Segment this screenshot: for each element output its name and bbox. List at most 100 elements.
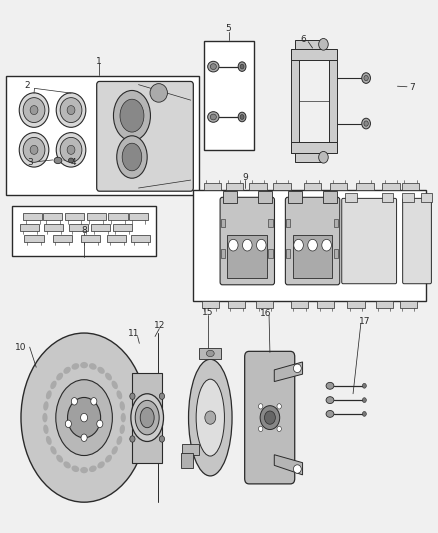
Ellipse shape	[206, 350, 214, 357]
Bar	[399, 301, 417, 308]
Bar	[420, 193, 432, 202]
Ellipse shape	[188, 359, 232, 476]
Bar	[204, 183, 221, 190]
Ellipse shape	[60, 98, 82, 123]
Ellipse shape	[56, 93, 86, 127]
Polygon shape	[274, 455, 303, 475]
Ellipse shape	[112, 446, 118, 455]
Text: 10: 10	[15, 343, 27, 352]
Text: 4: 4	[71, 158, 76, 167]
Ellipse shape	[97, 367, 105, 374]
Bar	[131, 235, 150, 241]
Bar	[334, 249, 338, 257]
Ellipse shape	[210, 114, 216, 120]
Ellipse shape	[159, 393, 165, 399]
Ellipse shape	[60, 138, 82, 163]
Ellipse shape	[91, 398, 97, 405]
Ellipse shape	[294, 239, 304, 251]
Ellipse shape	[54, 157, 62, 164]
FancyBboxPatch shape	[245, 351, 295, 484]
Ellipse shape	[120, 401, 125, 410]
FancyBboxPatch shape	[220, 197, 275, 285]
Text: 15: 15	[202, 308, 214, 317]
Ellipse shape	[130, 436, 135, 442]
Ellipse shape	[319, 151, 328, 163]
Ellipse shape	[322, 239, 332, 251]
Bar	[220, 249, 225, 257]
Bar	[376, 301, 393, 308]
Bar	[223, 191, 237, 203]
Ellipse shape	[56, 133, 86, 167]
Bar	[129, 214, 148, 220]
Ellipse shape	[258, 426, 263, 432]
Text: 8: 8	[81, 227, 87, 236]
Text: 12: 12	[154, 321, 165, 330]
Ellipse shape	[71, 398, 78, 405]
Ellipse shape	[80, 467, 88, 473]
Bar	[53, 235, 72, 241]
Bar	[273, 183, 291, 190]
Ellipse shape	[81, 434, 87, 441]
Bar	[347, 301, 365, 308]
Ellipse shape	[97, 462, 105, 469]
Bar	[220, 219, 225, 227]
Ellipse shape	[120, 99, 144, 132]
Text: 3: 3	[27, 158, 32, 167]
Text: 6: 6	[300, 35, 306, 44]
Text: 17: 17	[359, 317, 370, 326]
Ellipse shape	[159, 436, 165, 442]
Ellipse shape	[265, 411, 276, 424]
Bar	[268, 249, 273, 257]
Bar	[250, 183, 267, 190]
Bar	[286, 219, 290, 227]
Ellipse shape	[120, 413, 126, 422]
Ellipse shape	[50, 446, 57, 455]
Ellipse shape	[30, 146, 38, 155]
Bar	[181, 453, 193, 468]
Bar	[268, 219, 273, 227]
Ellipse shape	[130, 393, 135, 399]
Bar	[323, 191, 337, 203]
Text: 11: 11	[128, 329, 140, 338]
Bar	[87, 214, 106, 220]
Ellipse shape	[113, 91, 150, 141]
Ellipse shape	[117, 136, 147, 178]
Ellipse shape	[150, 84, 167, 102]
Bar	[23, 214, 42, 220]
Bar	[81, 235, 100, 241]
Ellipse shape	[112, 381, 118, 389]
Ellipse shape	[308, 239, 318, 251]
Ellipse shape	[56, 379, 113, 456]
Text: 9: 9	[242, 173, 248, 182]
FancyBboxPatch shape	[97, 82, 193, 191]
Ellipse shape	[240, 115, 244, 119]
FancyBboxPatch shape	[342, 198, 396, 284]
Bar	[293, 235, 332, 278]
Bar	[288, 191, 302, 203]
Ellipse shape	[364, 121, 368, 126]
Ellipse shape	[326, 397, 334, 403]
Bar	[69, 224, 88, 231]
Bar	[304, 183, 321, 190]
Ellipse shape	[67, 398, 101, 438]
Ellipse shape	[122, 143, 142, 171]
Ellipse shape	[131, 394, 163, 441]
Ellipse shape	[120, 425, 125, 434]
Bar	[291, 49, 299, 152]
Bar	[291, 301, 308, 308]
Ellipse shape	[277, 426, 281, 432]
Ellipse shape	[68, 158, 74, 163]
Bar	[295, 152, 323, 162]
Ellipse shape	[65, 420, 71, 427]
Bar	[109, 214, 127, 220]
Ellipse shape	[81, 414, 88, 422]
Ellipse shape	[42, 413, 47, 422]
Ellipse shape	[362, 73, 371, 83]
Ellipse shape	[19, 93, 49, 127]
Ellipse shape	[208, 61, 219, 72]
Ellipse shape	[238, 112, 246, 122]
Ellipse shape	[362, 383, 366, 388]
Bar	[228, 301, 245, 308]
Ellipse shape	[257, 239, 266, 251]
Bar	[328, 60, 336, 142]
